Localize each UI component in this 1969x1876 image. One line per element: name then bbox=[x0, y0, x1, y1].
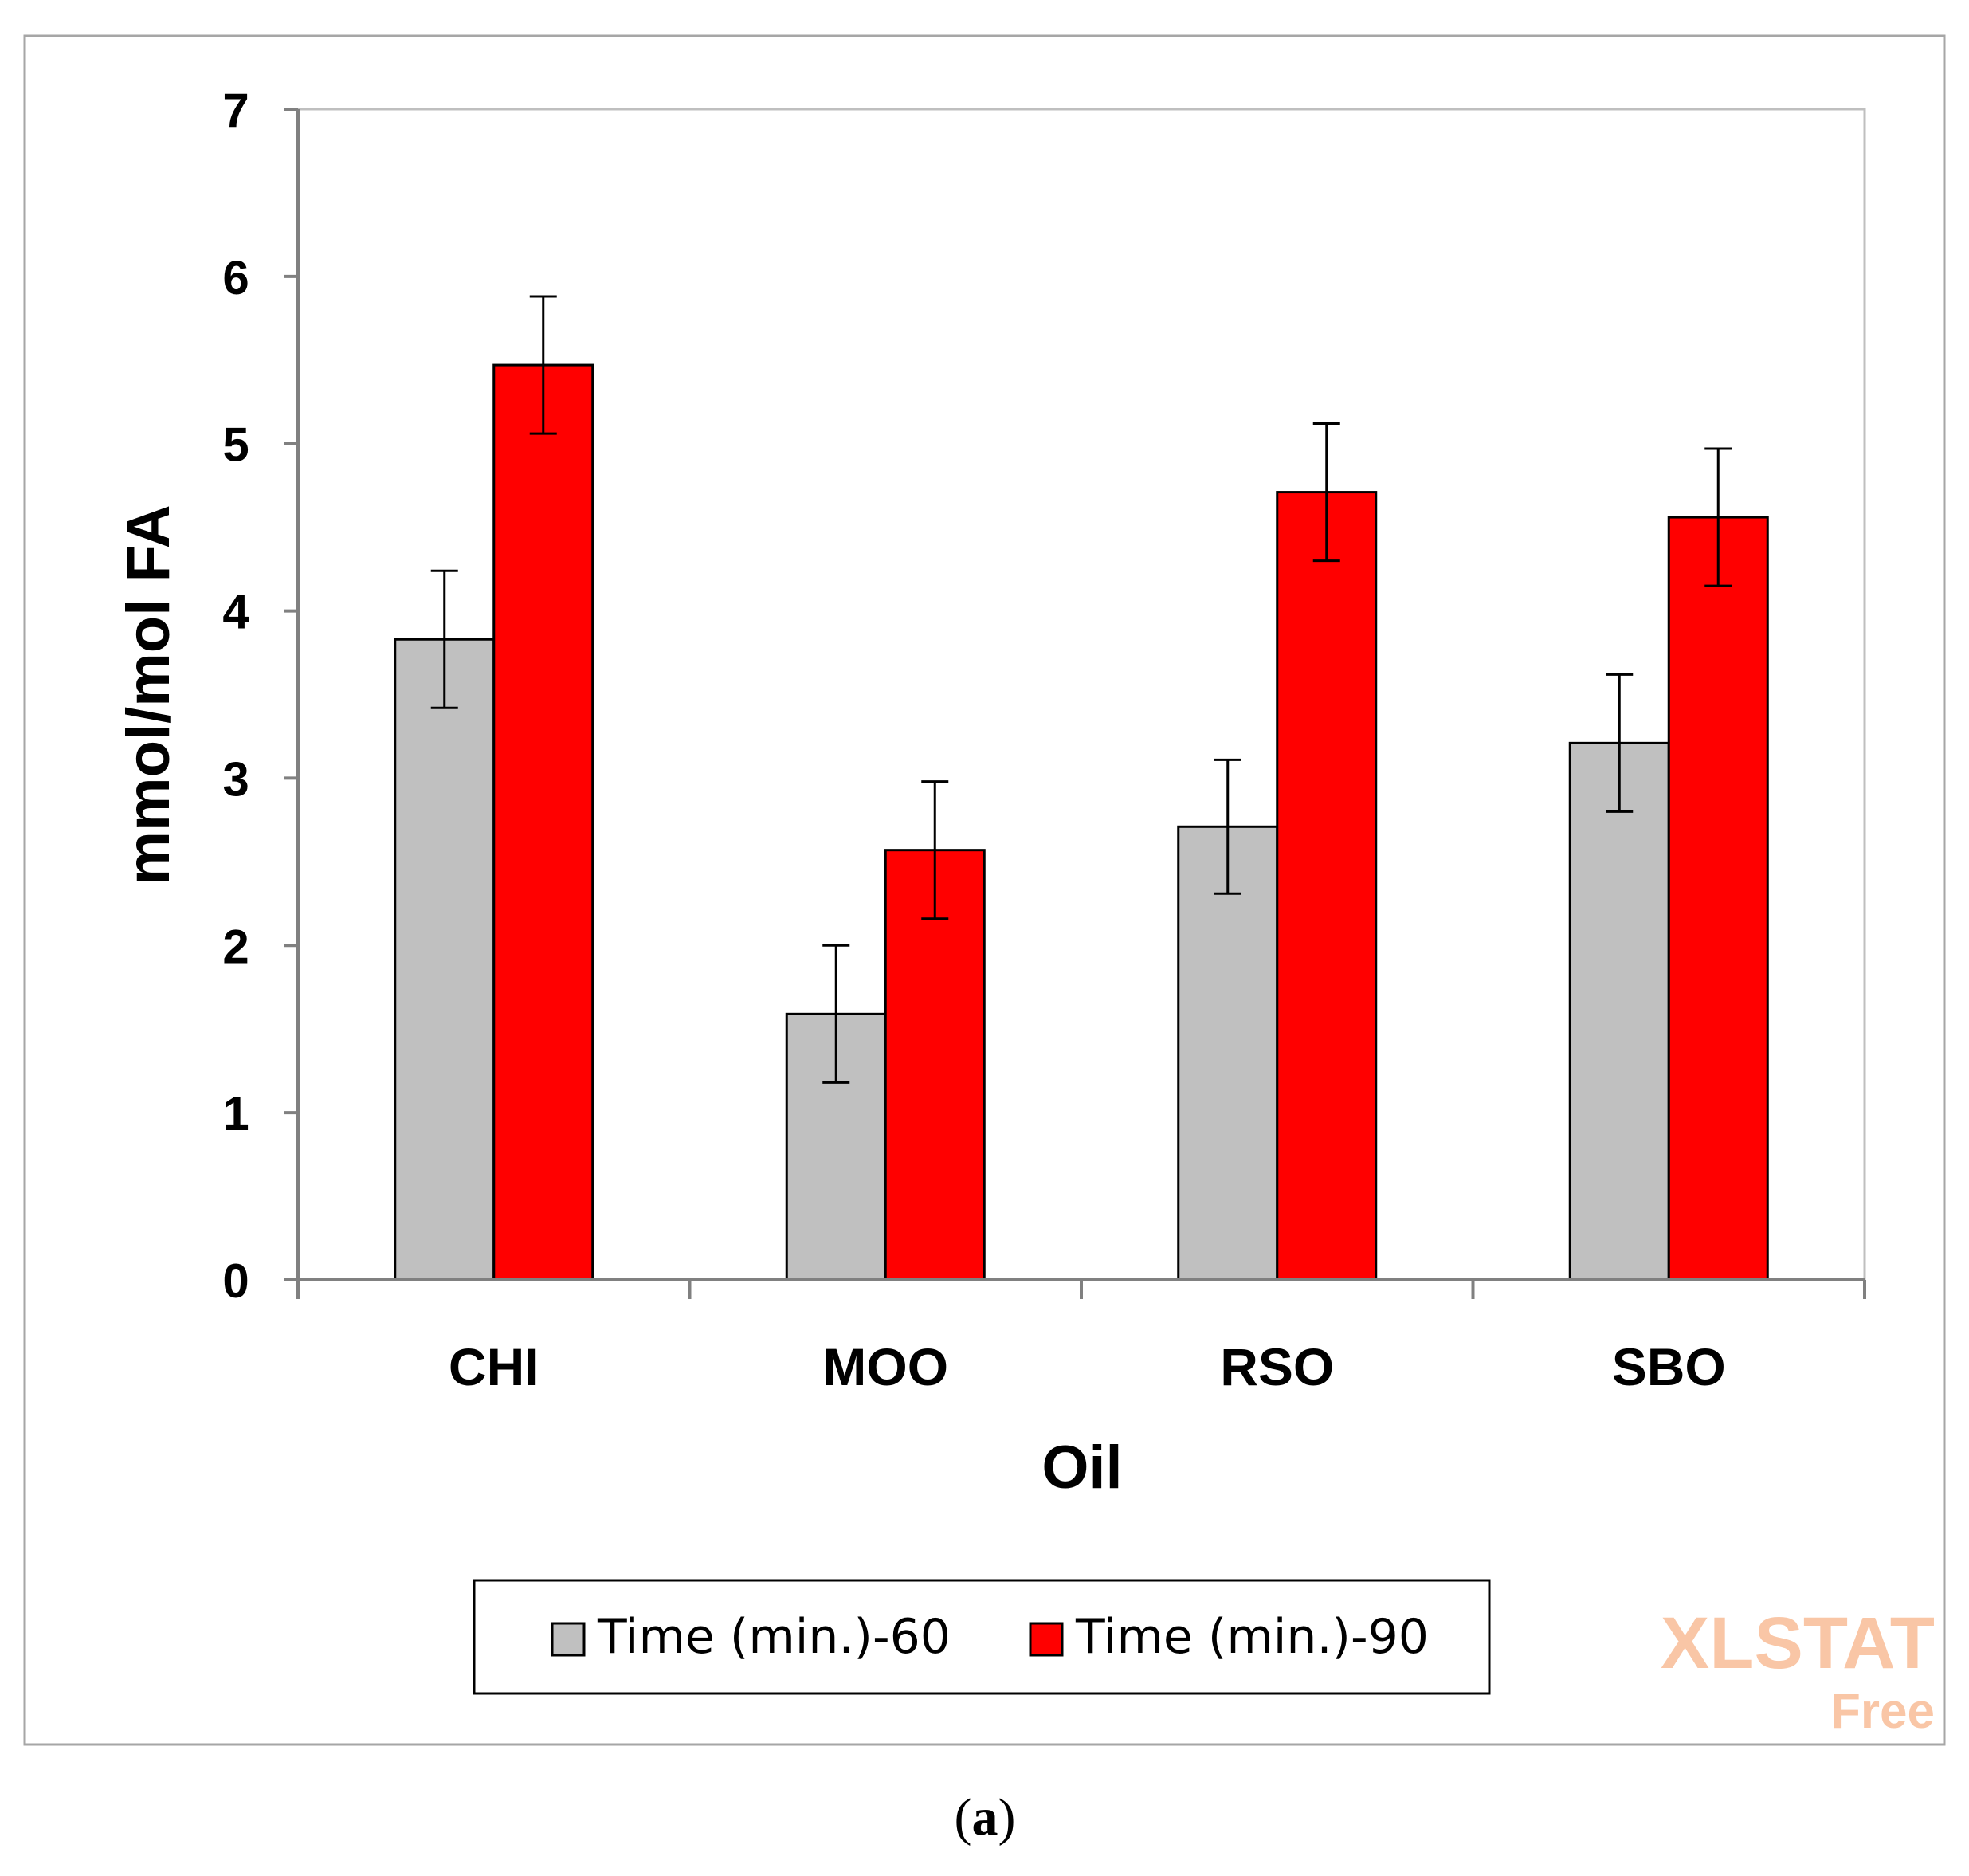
y-tick-label: 3 bbox=[222, 752, 249, 806]
figure-caption: (a) bbox=[955, 1788, 1016, 1847]
y-tick-label: 0 bbox=[222, 1254, 249, 1308]
error-bars-group bbox=[430, 295, 1732, 1084]
y-tick-label: 5 bbox=[222, 418, 249, 472]
y-tick-label: 6 bbox=[222, 251, 249, 304]
bar-sbo-series-1 bbox=[1568, 741, 1670, 1281]
legend-swatch-series-1 bbox=[551, 1622, 586, 1657]
legend-box bbox=[473, 1579, 1491, 1695]
bar-rso-series-2 bbox=[1276, 491, 1378, 1281]
x-tick-label: RSO bbox=[1220, 1337, 1334, 1396]
legend-label-series-1: Time (min.)-60 bbox=[597, 1609, 951, 1665]
bar-chi-series-2 bbox=[492, 363, 594, 1281]
bars-group bbox=[394, 363, 1769, 1281]
y-tick-label: 1 bbox=[222, 1087, 249, 1140]
y-ticks-group: 0 1 2 3 4 5 6 7 bbox=[222, 84, 298, 1308]
caption-paren-open: ( bbox=[955, 1788, 972, 1847]
y-axis-title: mmol/mol FA bbox=[115, 504, 182, 885]
x-axis-title: Oil bbox=[1041, 1434, 1122, 1501]
legend-label-series-2: Time (min.)-90 bbox=[1075, 1609, 1429, 1665]
caption-paren-close: ) bbox=[998, 1788, 1016, 1847]
x-ticks-group: CHI MOO RSO SBO bbox=[296, 1280, 1866, 1396]
watermark-xlstat: XLSTAT bbox=[1661, 1603, 1935, 1684]
legend-swatch-series-2 bbox=[1029, 1622, 1064, 1657]
caption-letter: a bbox=[972, 1788, 998, 1847]
watermark-free: Free bbox=[1830, 1684, 1935, 1739]
x-tick-label: SBO bbox=[1612, 1337, 1726, 1396]
x-tick-label: CHI bbox=[449, 1337, 539, 1396]
x-tick-label: MOO bbox=[822, 1337, 948, 1396]
bar-sbo-series-2 bbox=[1667, 516, 1769, 1281]
y-tick-label: 4 bbox=[222, 586, 249, 639]
bar-chi-series-1 bbox=[394, 638, 496, 1281]
y-tick-label: 7 bbox=[222, 84, 249, 137]
bar-moo-series-2 bbox=[884, 849, 986, 1281]
y-tick-label: 2 bbox=[222, 920, 249, 973]
